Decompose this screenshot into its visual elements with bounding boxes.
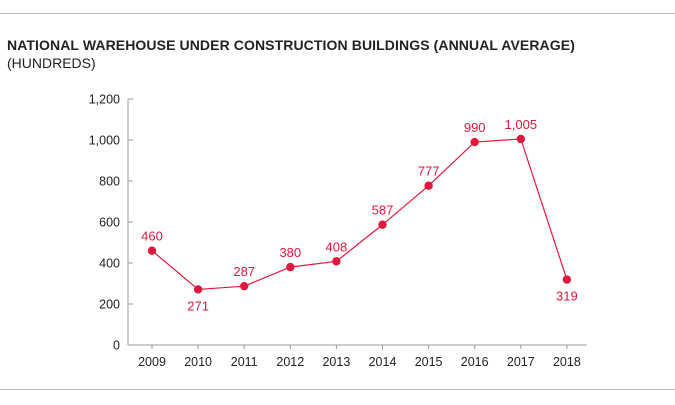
x-tick-label: 2017 bbox=[507, 355, 535, 369]
data-point bbox=[470, 137, 479, 147]
y-tick-label: 1,200 bbox=[89, 93, 120, 107]
x-ticks: 2009 2010 2011 2012 2013 2014 2015 2016 2017 2018 bbox=[138, 345, 581, 369]
data-point bbox=[378, 220, 387, 229]
data-label: 287 bbox=[233, 264, 255, 279]
y-ticks: 0 200 400 600 800 1,000 1,200 bbox=[89, 93, 133, 353]
y-tick-label: 400 bbox=[99, 257, 120, 271]
data-label: 587 bbox=[372, 203, 394, 218]
top-rule bbox=[0, 13, 675, 14]
x-tick-label: 2012 bbox=[276, 355, 304, 369]
chart-subtitle: (HUNDREDS) bbox=[7, 55, 96, 71]
y-tick-label: 200 bbox=[99, 298, 120, 312]
x-tick-label: 2018 bbox=[553, 355, 581, 369]
data-label: 777 bbox=[418, 164, 440, 179]
x-tick-label: 2013 bbox=[322, 355, 350, 369]
data-point bbox=[424, 181, 433, 190]
y-tick-label: 600 bbox=[99, 216, 120, 230]
y-tick-label: 800 bbox=[99, 175, 120, 189]
data-label: 460 bbox=[141, 229, 163, 244]
bottom-rule bbox=[0, 389, 675, 390]
data-point bbox=[240, 281, 249, 291]
data-label: 380 bbox=[279, 245, 301, 260]
chart-title: NATIONAL WAREHOUSE UNDER CONSTRUCTION BU… bbox=[7, 37, 575, 53]
data-label: 1,005 bbox=[505, 117, 538, 132]
data-point bbox=[332, 257, 341, 266]
data-label: 990 bbox=[464, 120, 486, 135]
data-point bbox=[286, 262, 295, 272]
data-point bbox=[562, 275, 572, 284]
data-label: 408 bbox=[326, 239, 348, 254]
x-tick-label: 2009 bbox=[138, 355, 166, 369]
x-tick-label: 2010 bbox=[184, 355, 212, 369]
x-tick-label: 2015 bbox=[415, 355, 443, 369]
y-tick-label: 1,000 bbox=[89, 134, 120, 148]
data-label: 271 bbox=[187, 298, 209, 313]
data-point bbox=[516, 134, 525, 144]
series-line-group bbox=[147, 134, 572, 294]
data-point bbox=[193, 285, 203, 294]
y-tick-label: 0 bbox=[113, 339, 120, 353]
x-tick-label: 2014 bbox=[369, 355, 397, 369]
data-label: 319 bbox=[556, 289, 578, 304]
data-labels: 460 271 287 380 408 587 777 990 1,005 319 bbox=[141, 117, 578, 313]
x-tick-label: 2011 bbox=[231, 355, 258, 369]
data-point bbox=[147, 246, 157, 255]
series-line bbox=[151, 138, 568, 291]
x-tick-label: 2016 bbox=[461, 355, 489, 369]
